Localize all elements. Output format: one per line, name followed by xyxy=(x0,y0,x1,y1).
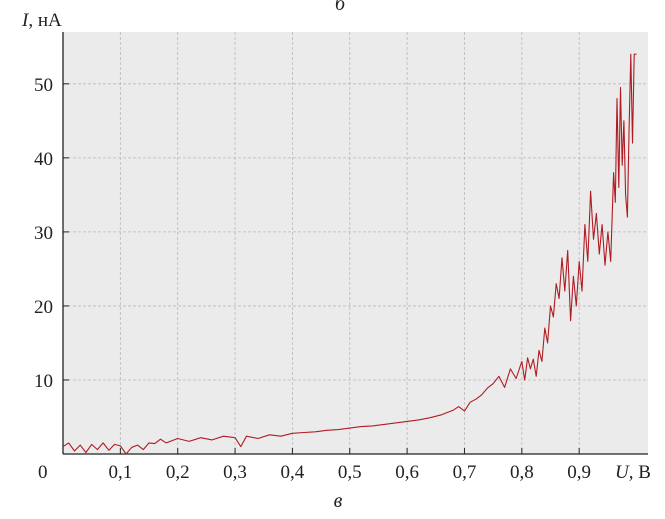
x-tick-label-1: 0,2 xyxy=(166,462,190,483)
origin-label: 0 xyxy=(38,462,48,483)
bottom-caption: в xyxy=(334,490,343,512)
x-tick-label-4: 0,5 xyxy=(338,462,362,483)
x-axis-variable: U xyxy=(615,462,630,483)
y-axis-variable: I xyxy=(21,10,30,31)
y-axis-unit: , нА xyxy=(28,10,62,31)
y-tick-label-0: 10 xyxy=(34,371,53,392)
y-tick-label-2: 30 xyxy=(34,223,53,244)
x-tick-label-5: 0,6 xyxy=(395,462,419,483)
axes xyxy=(62,32,648,455)
x-axis-label: U, В xyxy=(615,462,651,483)
x-tick-label-2: 0,3 xyxy=(223,462,247,483)
y-axis-label: I, нА xyxy=(21,10,62,31)
y-tick-label-1: 20 xyxy=(34,297,53,318)
y-tick-label-3: 40 xyxy=(34,149,53,170)
series-line-0 xyxy=(62,53,637,455)
top-caption: б xyxy=(335,0,346,15)
x-tick-label-6: 0,7 xyxy=(453,462,477,483)
x-tick-label-0: 0,1 xyxy=(108,462,132,483)
x-tick-label-7: 0,8 xyxy=(510,462,534,483)
y-tick-label-4: 50 xyxy=(34,75,53,96)
plot-area xyxy=(63,32,648,454)
grid xyxy=(63,32,648,454)
tick-labels: 0,1 0,2 0,3 0,4 0,5 0,6 0,7 0,8 0,9 10 20 30 40 50 xyxy=(34,75,591,483)
x-tick-label-3: 0,4 xyxy=(281,462,305,483)
x-axis-unit: , В xyxy=(629,462,651,483)
x-tick-label-8: 0,9 xyxy=(567,462,591,483)
series-layer xyxy=(62,53,637,455)
